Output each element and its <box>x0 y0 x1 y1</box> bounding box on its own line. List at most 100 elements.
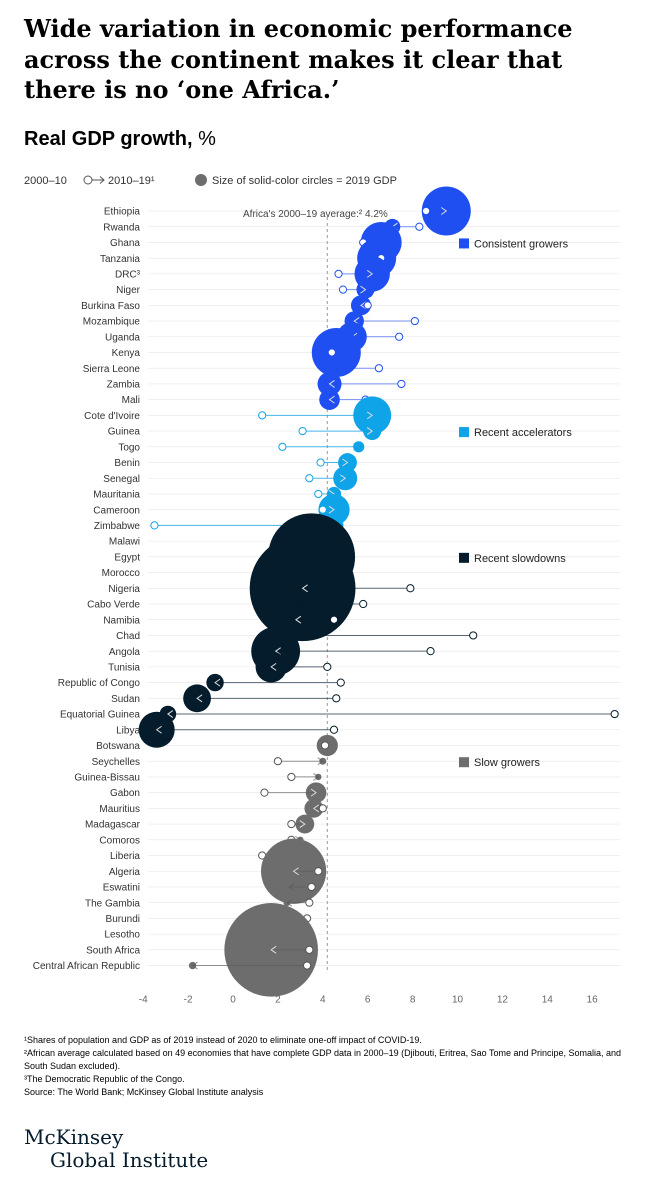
change-arrow-icon <box>353 442 360 451</box>
country-label: Rwanda <box>103 222 140 233</box>
x-tick-label: 14 <box>542 995 554 1006</box>
x-tick-label: -2 <box>184 995 193 1006</box>
plot-rows <box>138 186 619 997</box>
country-label: Mali <box>122 395 140 406</box>
growth-2000-10-marker <box>260 788 269 797</box>
change-arrow-icon <box>360 285 367 294</box>
legend-period2-label: 2010–19¹ <box>108 175 155 187</box>
country-label: Tunisia <box>108 662 140 673</box>
change-arrow-icon <box>270 945 277 954</box>
x-axis: -4 -2 0 2 4 6 8 10 12 14 16 <box>139 995 598 1006</box>
growth-2000-10-marker <box>329 725 339 734</box>
country-label: Burundi <box>106 914 140 925</box>
country-label: Tanzania <box>100 254 140 265</box>
change-arrow-icon <box>155 725 162 734</box>
group-legend: Consistent growers Recent accelerators Rec… <box>459 238 572 769</box>
growth-2000-10-marker <box>338 285 348 294</box>
subtitle-text: Real GDP growth, <box>24 128 193 150</box>
country-label: Cabo Verde <box>87 600 140 611</box>
growth-2000-10-marker <box>305 945 314 954</box>
country-label: Senegal <box>103 474 140 485</box>
change-arrow-icon <box>366 411 374 420</box>
country-label: The Gambia <box>85 898 140 909</box>
growth-2000-10-marker <box>426 647 435 656</box>
country-label: Mauritius <box>99 804 140 815</box>
growth-2000-10-marker <box>323 662 332 671</box>
growth-2000-10-marker <box>469 631 478 640</box>
footnotes: ¹Shares of population and GDP as of 2019… <box>24 1034 634 1099</box>
country-label: Equatorial Guinea <box>60 710 140 721</box>
change-arrow-icon <box>196 694 203 703</box>
growth-2000-10-marker <box>415 222 424 231</box>
growth-2000-10-marker <box>287 772 296 782</box>
group-label: Recent accelerators <box>474 427 572 439</box>
change-arrow-icon <box>366 269 374 278</box>
growth-2000-10-marker <box>410 316 419 326</box>
country-label: Cameroon <box>93 505 140 516</box>
group-label: Recent slowdowns <box>474 553 566 565</box>
country-labels: Ethiopia Rwanda Ghana Tanzania DRC³ Niger Burk… <box>33 207 141 973</box>
country-label: Eswatini <box>103 883 140 894</box>
country-label: Republic of Congo <box>58 678 141 689</box>
country-label: Zimbabwe <box>94 521 141 532</box>
logo-line-1: McKinsey <box>24 1125 124 1149</box>
growth-2000-10-marker <box>336 678 345 687</box>
chart-subtitle: Real GDP growth, % <box>24 128 216 151</box>
group-color-swatch <box>459 427 469 438</box>
country-label: Madagascar <box>85 820 141 831</box>
change-arrow-icon <box>292 867 299 876</box>
country-label: Togo <box>118 442 140 453</box>
change-arrow-icon <box>328 505 335 514</box>
country-label: Ethiopia <box>104 207 141 218</box>
country-label: Malawi <box>109 537 140 548</box>
growth-2000-10-marker <box>332 694 341 703</box>
legend-open-circle <box>83 175 93 185</box>
footnote-2: ²African average calculated based on 49 … <box>24 1048 622 1071</box>
growth-2000-10-marker <box>314 489 323 499</box>
growth-2000-10-marker <box>610 709 619 719</box>
change-arrow-icon <box>339 474 347 483</box>
country-label: Zambia <box>107 380 141 391</box>
footnote-3: ³The Democratic Republic of the Congo. <box>24 1074 185 1084</box>
average-label: Africa's 2000–19 average:² 4.2% <box>243 209 388 220</box>
change-arrow-icon <box>328 395 335 404</box>
group-label: Consistent growers <box>474 238 569 250</box>
legend-arrow-icon <box>99 176 105 184</box>
change-arrow-icon <box>214 678 221 687</box>
legend-solid-circle <box>195 174 207 186</box>
logo-line-2: Global Institute <box>50 1148 209 1172</box>
country-label: Seychelles <box>92 757 140 768</box>
mckinsey-logo: McKinsey Global Institute <box>24 1126 208 1172</box>
country-label: Sudan <box>111 694 140 705</box>
change-arrow-icon <box>299 820 306 828</box>
country-label: Central African Republic <box>33 961 140 972</box>
country-label: Libya <box>116 725 140 736</box>
growth-2000-10-marker <box>298 426 307 436</box>
group-color-swatch <box>459 238 469 249</box>
footnote-1: ¹Shares of population and GDP as of 2019… <box>24 1035 422 1045</box>
group-label: Slow growers <box>474 757 541 769</box>
x-tick-label: 16 <box>587 995 599 1006</box>
growth-2000-10-marker <box>305 474 314 483</box>
country-label: Benin <box>114 458 140 469</box>
legend-period1-label: 2000–10 <box>24 175 67 187</box>
change-arrow-icon <box>312 804 320 813</box>
country-label: Comoros <box>99 835 140 846</box>
growth-2000-10-marker <box>318 804 327 813</box>
growth-2000-10-marker <box>150 521 159 530</box>
country-label: Mauritania <box>93 490 140 501</box>
change-arrow-icon <box>294 615 302 624</box>
x-tick-label: 8 <box>410 995 416 1006</box>
growth-2000-10-marker <box>320 741 330 750</box>
change-arrow-icon <box>310 788 317 797</box>
country-label: Namibia <box>103 615 140 626</box>
change-arrow-icon <box>286 898 293 907</box>
change-arrow-icon <box>328 380 335 388</box>
change-arrow-icon <box>288 883 295 891</box>
change-arrow-icon <box>440 207 448 215</box>
country-label: Lesotho <box>104 930 140 941</box>
country-label: Angola <box>109 647 141 658</box>
growth-2000-10-marker <box>314 867 323 876</box>
x-tick-label: -4 <box>139 995 148 1006</box>
change-arrow-icon <box>360 301 367 310</box>
